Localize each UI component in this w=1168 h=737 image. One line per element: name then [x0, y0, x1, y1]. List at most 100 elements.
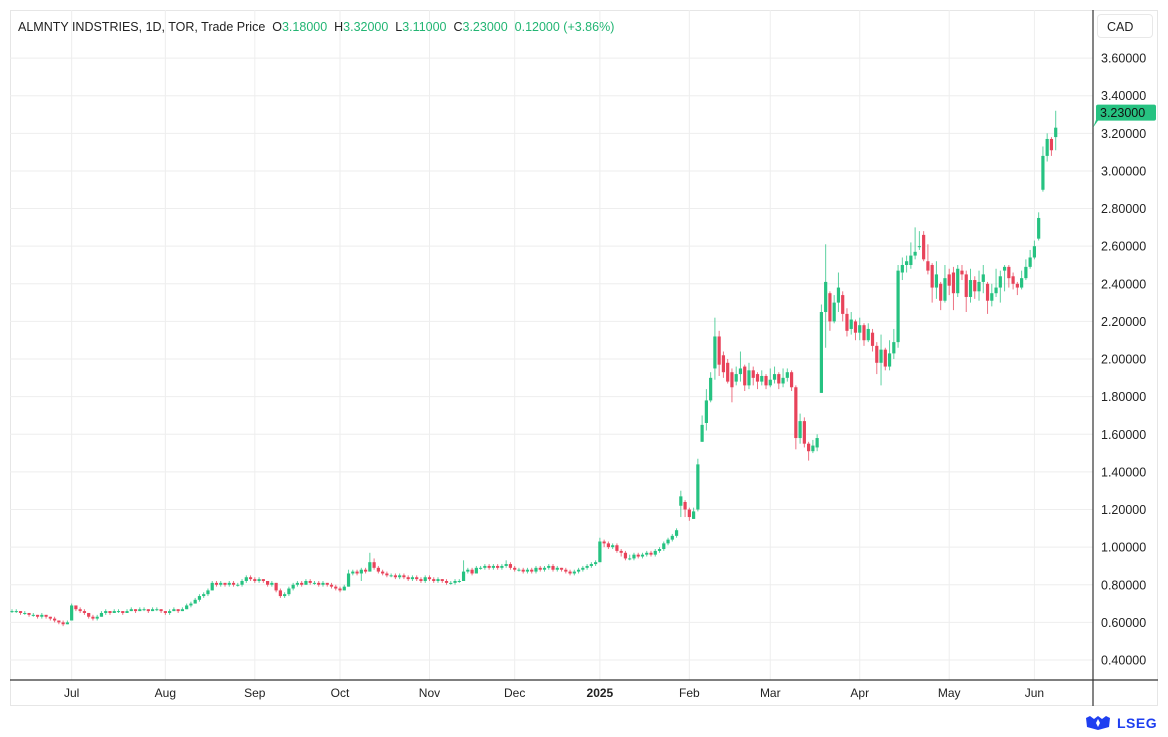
- candle: [623, 550, 628, 561]
- candle: [146, 609, 150, 613]
- candle: [48, 616, 52, 621]
- candle: [479, 565, 483, 570]
- candle-body: [883, 349, 887, 367]
- last-price-label: 3.23000: [1100, 106, 1145, 120]
- candle: [138, 607, 142, 612]
- candle-body: [632, 554, 636, 559]
- candle: [977, 270, 981, 301]
- high-value: 3.32000: [343, 20, 389, 34]
- candle: [91, 614, 95, 621]
- candle-body: [777, 374, 781, 384]
- candle: [410, 575, 415, 581]
- candle-body: [785, 372, 789, 378]
- candle: [866, 323, 870, 343]
- candle: [879, 334, 883, 386]
- candle-body: [900, 264, 904, 273]
- candle-body: [291, 584, 295, 589]
- candle: [811, 439, 815, 454]
- candle-body: [449, 582, 453, 584]
- candle: [261, 579, 265, 583]
- candle-body: [91, 616, 95, 619]
- candle-body: [589, 564, 593, 566]
- candle-body: [406, 577, 410, 580]
- candle: [909, 242, 913, 269]
- candle-body: [219, 582, 223, 585]
- candle-body: [751, 370, 755, 378]
- candle-body: [645, 552, 649, 555]
- candle: [70, 603, 74, 621]
- candle: [223, 582, 227, 587]
- candle-body: [789, 372, 794, 388]
- candle-body: [879, 349, 883, 363]
- candle: [321, 580, 325, 587]
- candle-body: [266, 580, 270, 585]
- y-tick-label: 2.20000: [1101, 315, 1146, 329]
- candle-body: [248, 577, 253, 580]
- candle-body: [802, 421, 806, 444]
- candle-body: [525, 569, 530, 572]
- candle-body: [351, 571, 355, 574]
- candle-body: [807, 443, 811, 452]
- candle-body: [926, 261, 930, 271]
- candle-body: [163, 611, 167, 613]
- candle-body: [951, 272, 956, 294]
- candle-body: [223, 582, 227, 585]
- candle-body: [231, 582, 236, 585]
- candle-body: [227, 582, 231, 585]
- candle-body: [432, 579, 436, 581]
- candle-body: [726, 362, 730, 382]
- candle: [129, 607, 133, 612]
- candle: [415, 575, 419, 581]
- candle: [824, 244, 828, 348]
- x-tick-label: Nov: [419, 686, 440, 700]
- candle: [474, 565, 478, 574]
- x-tick-label: Apr: [850, 686, 869, 700]
- candle-body: [832, 302, 836, 322]
- candle-body: [730, 372, 734, 388]
- candle-body: [138, 609, 142, 612]
- candle-body: [236, 584, 240, 586]
- candle: [1007, 264, 1011, 288]
- candle-body: [398, 575, 402, 578]
- candle-body: [828, 293, 832, 322]
- candle: [687, 507, 691, 521]
- candle-body: [619, 550, 623, 553]
- candle-body: [385, 573, 389, 576]
- candle-body: [781, 377, 785, 384]
- candle-body: [180, 609, 184, 612]
- candle: [709, 372, 713, 403]
- candle-body: [674, 530, 679, 536]
- candle-body: [308, 580, 312, 583]
- candle: [155, 607, 159, 612]
- candle-body: [253, 579, 257, 581]
- candle: [193, 597, 197, 604]
- candle: [666, 537, 670, 546]
- candle: [1020, 270, 1024, 290]
- candle: [743, 364, 747, 392]
- candle-body: [977, 281, 981, 292]
- candle: [108, 611, 112, 615]
- candle: [372, 558, 376, 570]
- candle: [640, 552, 645, 559]
- x-tick-label: Jun: [1025, 686, 1044, 700]
- candle-body: [964, 274, 968, 297]
- candle-body: [372, 562, 376, 568]
- candle-body: [1011, 276, 1015, 284]
- candle-body: [295, 582, 300, 585]
- low-value: 3.11000: [402, 20, 447, 34]
- candle-body: [547, 565, 551, 568]
- candle: [240, 579, 244, 587]
- candle: [657, 547, 662, 553]
- candle-body: [99, 612, 104, 617]
- candle-body: [312, 582, 317, 584]
- candle-body: [329, 584, 334, 587]
- candle: [917, 231, 921, 250]
- candle: [248, 575, 253, 581]
- candle: [726, 359, 730, 384]
- candle-body: [887, 353, 892, 367]
- candle-body: [764, 375, 768, 386]
- y-tick-label: 1.20000: [1101, 503, 1146, 517]
- currency-button[interactable]: CAD: [1097, 14, 1153, 38]
- y-tick-label: 3.60000: [1101, 52, 1146, 66]
